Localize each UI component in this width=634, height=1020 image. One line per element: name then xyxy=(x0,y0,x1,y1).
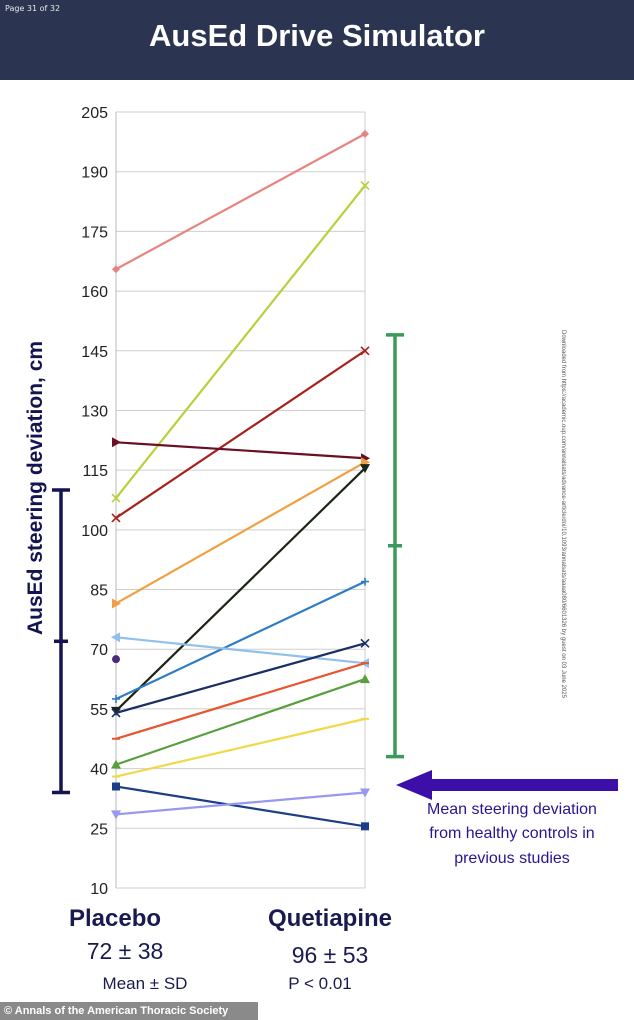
y-tick-label: 130 xyxy=(81,403,108,420)
point-marker xyxy=(111,759,121,769)
point-marker xyxy=(111,632,120,643)
series-10 xyxy=(112,662,369,740)
series-5 xyxy=(112,457,370,609)
error-bar-placebo xyxy=(52,488,70,795)
y-tick-label: 175 xyxy=(81,224,108,241)
reference-arrow xyxy=(396,770,618,800)
point-marker xyxy=(111,708,121,718)
series-15 xyxy=(112,655,120,664)
series-7 xyxy=(112,577,369,703)
placebo-stat: 72 ± 38 xyxy=(86,938,164,964)
copyright-banner: © Annals of the American Thoracic Societ… xyxy=(0,1002,258,1020)
y-tick-label: 145 xyxy=(81,344,108,361)
point-marker xyxy=(360,181,370,191)
series-2 xyxy=(111,181,370,503)
annotation-line-3: previous studies xyxy=(454,850,570,867)
p-value-note: P < 0.01 xyxy=(288,974,352,993)
y-tick-label: 115 xyxy=(82,463,108,480)
series-12 xyxy=(112,717,369,778)
series-14 xyxy=(111,788,370,820)
download-note: Downloaded from https://academic.oup.com… xyxy=(560,330,566,698)
y-tick-label: 85 xyxy=(90,583,108,600)
series-line xyxy=(115,678,366,766)
page-label: Page 31 of 32 xyxy=(5,4,61,13)
point-marker xyxy=(111,513,121,523)
series-3 xyxy=(111,346,370,523)
y-tick-label: 100 xyxy=(81,523,108,540)
series-line xyxy=(115,636,366,665)
y-tick-label: 25 xyxy=(90,821,108,838)
y-tick-label: 205 xyxy=(81,105,108,122)
series-line xyxy=(115,717,366,778)
point-marker xyxy=(111,706,121,716)
series-line xyxy=(115,785,366,828)
point-marker xyxy=(112,782,120,791)
page-title: AusEd Drive Simulator xyxy=(149,18,485,53)
point-marker xyxy=(112,598,121,609)
series-line xyxy=(115,441,366,460)
series-line xyxy=(115,580,366,700)
annotation-line-2: from healthy controls in xyxy=(429,825,594,842)
y-axis-label: AusEd steering deviation, cm xyxy=(24,341,47,635)
series-4 xyxy=(112,437,370,464)
placebo-label: Placebo xyxy=(68,905,162,932)
series-line xyxy=(115,349,366,519)
chart: 10 25 40 55 70 85 100 115 130 145 160 175 190 205 AusE… xyxy=(24,105,618,898)
series-13 xyxy=(112,782,369,831)
point-marker xyxy=(111,493,121,503)
point-marker xyxy=(360,788,370,798)
mean-sd-note: Mean ± SD xyxy=(102,974,188,993)
point-marker xyxy=(361,822,369,831)
y-tick-label: 40 xyxy=(90,762,108,779)
point-marker xyxy=(111,810,121,820)
point-marker xyxy=(360,346,370,356)
point-marker xyxy=(112,265,120,274)
point-marker xyxy=(361,129,369,138)
arrow-head xyxy=(396,770,432,800)
series-line xyxy=(115,461,366,605)
series-8 xyxy=(111,632,369,669)
point-marker xyxy=(360,674,370,684)
header-bar: Page 31 of 32 AusEd Drive Simulator xyxy=(0,0,634,80)
y-tick-label: 70 xyxy=(90,642,108,659)
series-line xyxy=(115,132,366,271)
arrow-shaft xyxy=(430,779,618,791)
error-bar-quetiapine xyxy=(386,333,404,759)
y-tick-label: 160 xyxy=(81,284,108,301)
y-tick-label: 55 xyxy=(90,702,108,719)
series-line xyxy=(115,662,366,740)
series-11 xyxy=(111,674,370,769)
point-marker xyxy=(360,464,370,474)
y-tick-label: 190 xyxy=(81,165,108,182)
point-marker xyxy=(360,638,370,648)
point-marker xyxy=(112,655,120,664)
series-9 xyxy=(111,638,370,718)
series-6 xyxy=(111,464,370,716)
annotation-line-1: Mean steering deviation xyxy=(427,801,597,818)
quetiapine-label: Quetiapine xyxy=(267,905,393,932)
point-marker xyxy=(112,437,121,448)
series-1 xyxy=(112,129,369,274)
quetiapine-stat: 96 ± 53 xyxy=(291,942,369,968)
y-tick-label: 10 xyxy=(90,881,108,898)
point-marker xyxy=(112,694,120,703)
series-line xyxy=(115,467,366,712)
point-marker xyxy=(361,577,369,586)
series-line xyxy=(115,791,366,816)
series-line xyxy=(115,642,366,714)
